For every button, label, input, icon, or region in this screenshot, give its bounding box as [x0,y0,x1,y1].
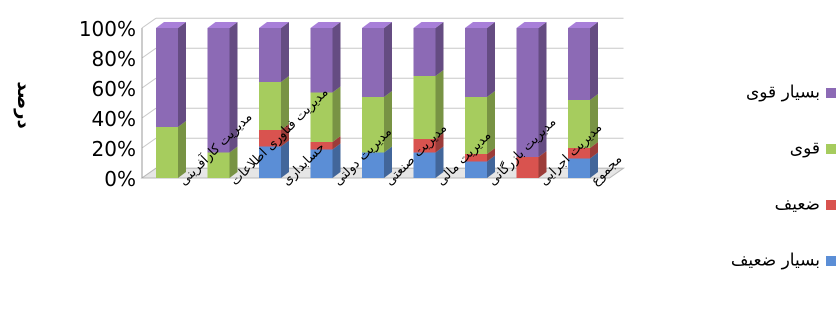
bar-segment-side [332,136,341,150]
y-tick-label: 60% [92,77,136,101]
y-axis-label: درصد [13,81,28,128]
bar-segment [259,82,281,130]
bar-segment [465,28,487,97]
bar-segment-side [281,124,289,147]
y-axis-label-box: درصد [8,70,34,140]
legend-item: بسیار ضعیف [718,250,836,274]
gridline-side [141,137,157,149]
bar-segment-side [435,70,444,139]
y-tick-label: 20% [92,137,136,161]
bar-segment [413,152,436,178]
bar-segment [516,157,539,178]
legend-label: قوی [789,138,820,159]
bar-segment-side [487,148,495,162]
bar-segment [362,97,384,153]
bar-segment [259,130,281,147]
bar-segment-side [487,155,495,178]
bar-segment-side [281,76,289,130]
bar-segment [310,28,333,93]
legend-swatch [826,143,836,154]
bar-segment [516,28,539,157]
bar-segment [362,28,384,97]
legend-swatch [826,255,836,266]
bar-segment-side [281,140,289,178]
bar-segment-side [384,91,392,153]
bar-segment-side [487,22,495,97]
bar-segment [568,100,590,148]
bar-segment-side [384,22,392,97]
legend-item: قوی [718,138,836,162]
bar-top [207,22,238,28]
bar-top [465,22,495,28]
bar-top [568,22,598,28]
y-tick-label: 0% [104,167,136,191]
bar-segment-side [590,152,598,178]
bar-segment-side [487,91,495,154]
legend-label: بسیار قوی [745,82,820,103]
bar-top [362,22,392,28]
bar-segment [310,92,333,142]
bar-top [310,22,341,28]
bar-segment-side [332,143,341,178]
bar-top [259,22,289,28]
legend-label: ضعیف [774,194,820,215]
bar-segment-side [384,146,392,178]
bar-segment-side [332,22,341,93]
bar-segment-side [538,22,547,157]
y-tick-label: 40% [92,107,136,131]
bar-segment-side [435,22,444,76]
bar-top [156,22,186,28]
bars [156,22,598,178]
legend-item: ضعیف [718,194,836,218]
bar-top [516,22,547,28]
bar-segment [310,142,333,150]
bar-segment-side [229,22,238,153]
bar-segment [413,139,436,153]
bar-segment [413,76,436,139]
bar-segment [568,28,590,100]
bar-segment [310,149,333,178]
bar-segment-side [332,86,341,142]
bar-segment [465,97,487,154]
bar-segment-side [178,121,186,178]
bar-segment-side [590,94,598,148]
bar-segment-side [590,22,598,100]
bar-segment [207,28,230,153]
bar-segment [465,154,487,162]
legend-label: بسیار ضعیف [730,250,820,271]
legend-item: بسیار قوی [718,82,836,106]
gridline-side [141,107,157,119]
bar-segment-side [178,22,186,127]
bar-segment [259,146,281,178]
y-tick-label: 80% [92,47,136,71]
bar-segment [568,148,590,159]
gridline-side [141,47,157,59]
legend-swatch [826,87,836,98]
bar-segment-side [435,133,444,153]
bar-segment [465,161,487,178]
bar-segment [568,158,590,178]
bar-segment-side [281,22,289,82]
bar-segment-side [538,151,547,178]
bar-segment [156,28,178,127]
bar-segment-side [229,146,238,178]
bar-top [413,22,444,28]
bar-segment [259,28,281,82]
gridline-side [141,17,157,29]
bar-segment-side [435,146,444,178]
bar-segment [207,152,230,178]
bar-segment [413,28,436,76]
y-tick-labels: 0% 20% 40% 60% 80% 100% [79,17,136,191]
bar-segment [362,152,384,178]
y-tick-label: 100% [79,17,136,41]
legend-swatch [826,199,836,210]
gridline-side [141,77,157,89]
bar-segment-side [590,142,598,159]
bar-segment [156,127,178,178]
